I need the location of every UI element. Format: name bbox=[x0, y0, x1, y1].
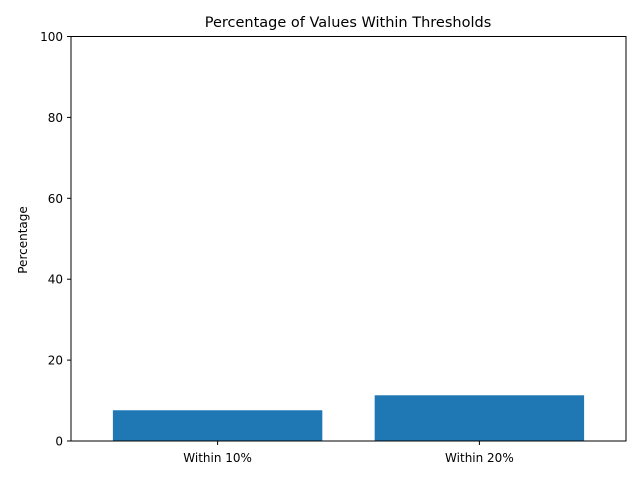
y-tick-label-0: 0 bbox=[55, 435, 63, 449]
bars-group bbox=[112, 395, 585, 441]
y-tick-label-2: 40 bbox=[48, 273, 63, 287]
plot-frame bbox=[70, 36, 627, 442]
y-tick-label-1: 20 bbox=[48, 354, 63, 368]
chart-title: Percentage of Values Within Thresholds bbox=[205, 15, 492, 31]
y-tick-label-3: 60 bbox=[48, 192, 63, 206]
x-tick-label-1: Within 20% bbox=[445, 451, 514, 465]
x-ticks-group: Within 10% Within 20% bbox=[183, 441, 514, 465]
y-axis-label: Percentage bbox=[16, 206, 30, 274]
y-ticks-group: 0 20 40 60 80 100 bbox=[40, 30, 71, 449]
y-tick-label-5: 100 bbox=[40, 30, 63, 44]
bar-1 bbox=[374, 395, 585, 441]
bar-0 bbox=[112, 410, 323, 441]
y-tick-label-4: 80 bbox=[48, 111, 63, 125]
x-tick-label-0: Within 10% bbox=[183, 451, 252, 465]
